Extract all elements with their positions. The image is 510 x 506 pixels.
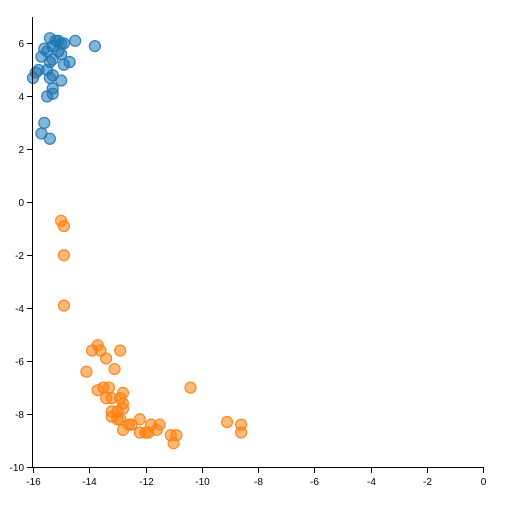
x-tick-label: -14 [82, 477, 97, 488]
x-tick-label: 0 [481, 477, 487, 488]
data-point [114, 344, 127, 357]
y-tick-label: -6 [15, 357, 24, 368]
data-point [235, 426, 248, 439]
data-point [57, 220, 71, 233]
x-tick-label: -2 [423, 477, 432, 488]
x-tick-label: -10 [195, 477, 210, 488]
y-tick-label: -4 [15, 304, 24, 315]
x-tick-label: -16 [26, 477, 41, 488]
x-tick-label: -12 [139, 477, 154, 488]
data-point [108, 362, 121, 376]
data-point [102, 381, 116, 394]
y-tick-label: 2 [18, 145, 24, 156]
y-tick-label: -10 [10, 463, 25, 474]
data-point [88, 40, 101, 53]
y-axis: -10 -8 -6 -4 -2 0 2 4 6 [10, 17, 33, 474]
data-point [116, 402, 130, 415]
data-point [184, 381, 197, 394]
x-tick-label: -4 [367, 477, 376, 488]
plot-area [26, 32, 248, 450]
x-axis: -16 -14 -12 -10 -8 -6 -4 -2 0 [26, 467, 487, 488]
data-point [57, 299, 71, 312]
data-point [40, 90, 54, 103]
y-tick-label: 4 [18, 92, 24, 103]
data-point [55, 74, 68, 87]
data-point [43, 132, 56, 145]
x-tick-label: -8 [254, 477, 263, 488]
y-tick-label: 0 [18, 198, 24, 209]
data-point [38, 116, 51, 129]
data-point [142, 426, 155, 439]
data-point [100, 352, 113, 365]
data-point [57, 249, 71, 262]
x-tick-label: -6 [310, 477, 319, 488]
y-tick-label: -2 [15, 251, 24, 262]
y-tick-label: -8 [15, 410, 24, 421]
data-point [220, 415, 234, 429]
data-point [116, 423, 130, 437]
data-point [80, 365, 93, 378]
data-point [167, 437, 180, 450]
data-point [69, 34, 82, 47]
data-point [43, 71, 56, 84]
y-tick-label: 6 [18, 39, 24, 50]
data-point [57, 58, 71, 71]
data-point [133, 413, 146, 426]
